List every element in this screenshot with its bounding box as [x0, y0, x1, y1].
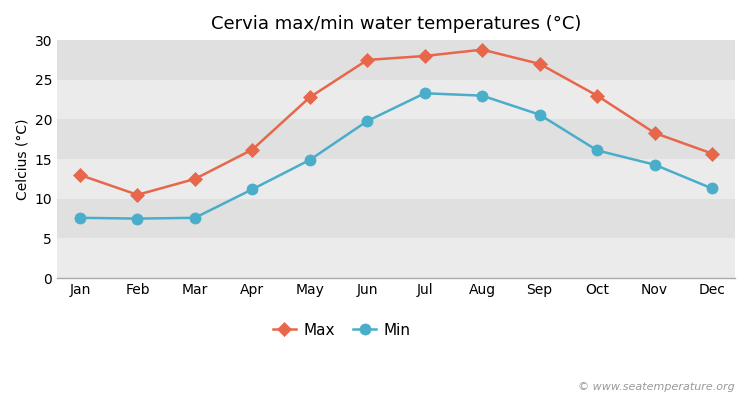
- Min: [305, 158, 314, 162]
- Min: [536, 112, 544, 117]
- Max: [248, 147, 257, 152]
- Min: [248, 187, 257, 192]
- Max: [133, 192, 142, 197]
- Title: Cervia max/min water temperatures (°C): Cervia max/min water temperatures (°C): [211, 15, 581, 33]
- Max: [190, 176, 200, 181]
- Bar: [57, 80, 735, 120]
- Y-axis label: Celcius (°C): Celcius (°C): [15, 118, 29, 200]
- Bar: [57, 40, 735, 80]
- Max: [305, 95, 314, 100]
- Max: [363, 58, 372, 62]
- Min: [363, 119, 372, 124]
- Min: [190, 216, 200, 220]
- Max: [76, 172, 85, 177]
- Max: [420, 54, 429, 58]
- Line: Max: Max: [75, 45, 717, 200]
- Bar: [57, 199, 735, 238]
- Legend: Max, Min: Max, Min: [267, 317, 417, 344]
- Max: [650, 130, 659, 135]
- Min: [133, 216, 142, 221]
- Min: [76, 216, 85, 220]
- Min: [420, 91, 429, 96]
- Max: [478, 47, 487, 52]
- Max: [707, 151, 716, 156]
- Line: Min: Min: [74, 88, 718, 224]
- Bar: [57, 120, 735, 159]
- Min: [592, 148, 602, 153]
- Min: [650, 162, 659, 167]
- Min: [478, 93, 487, 98]
- Min: [707, 186, 716, 191]
- Text: © www.seatemperature.org: © www.seatemperature.org: [578, 382, 735, 392]
- Bar: [57, 159, 735, 199]
- Max: [592, 93, 602, 98]
- Max: [536, 62, 544, 66]
- Bar: [57, 238, 735, 278]
